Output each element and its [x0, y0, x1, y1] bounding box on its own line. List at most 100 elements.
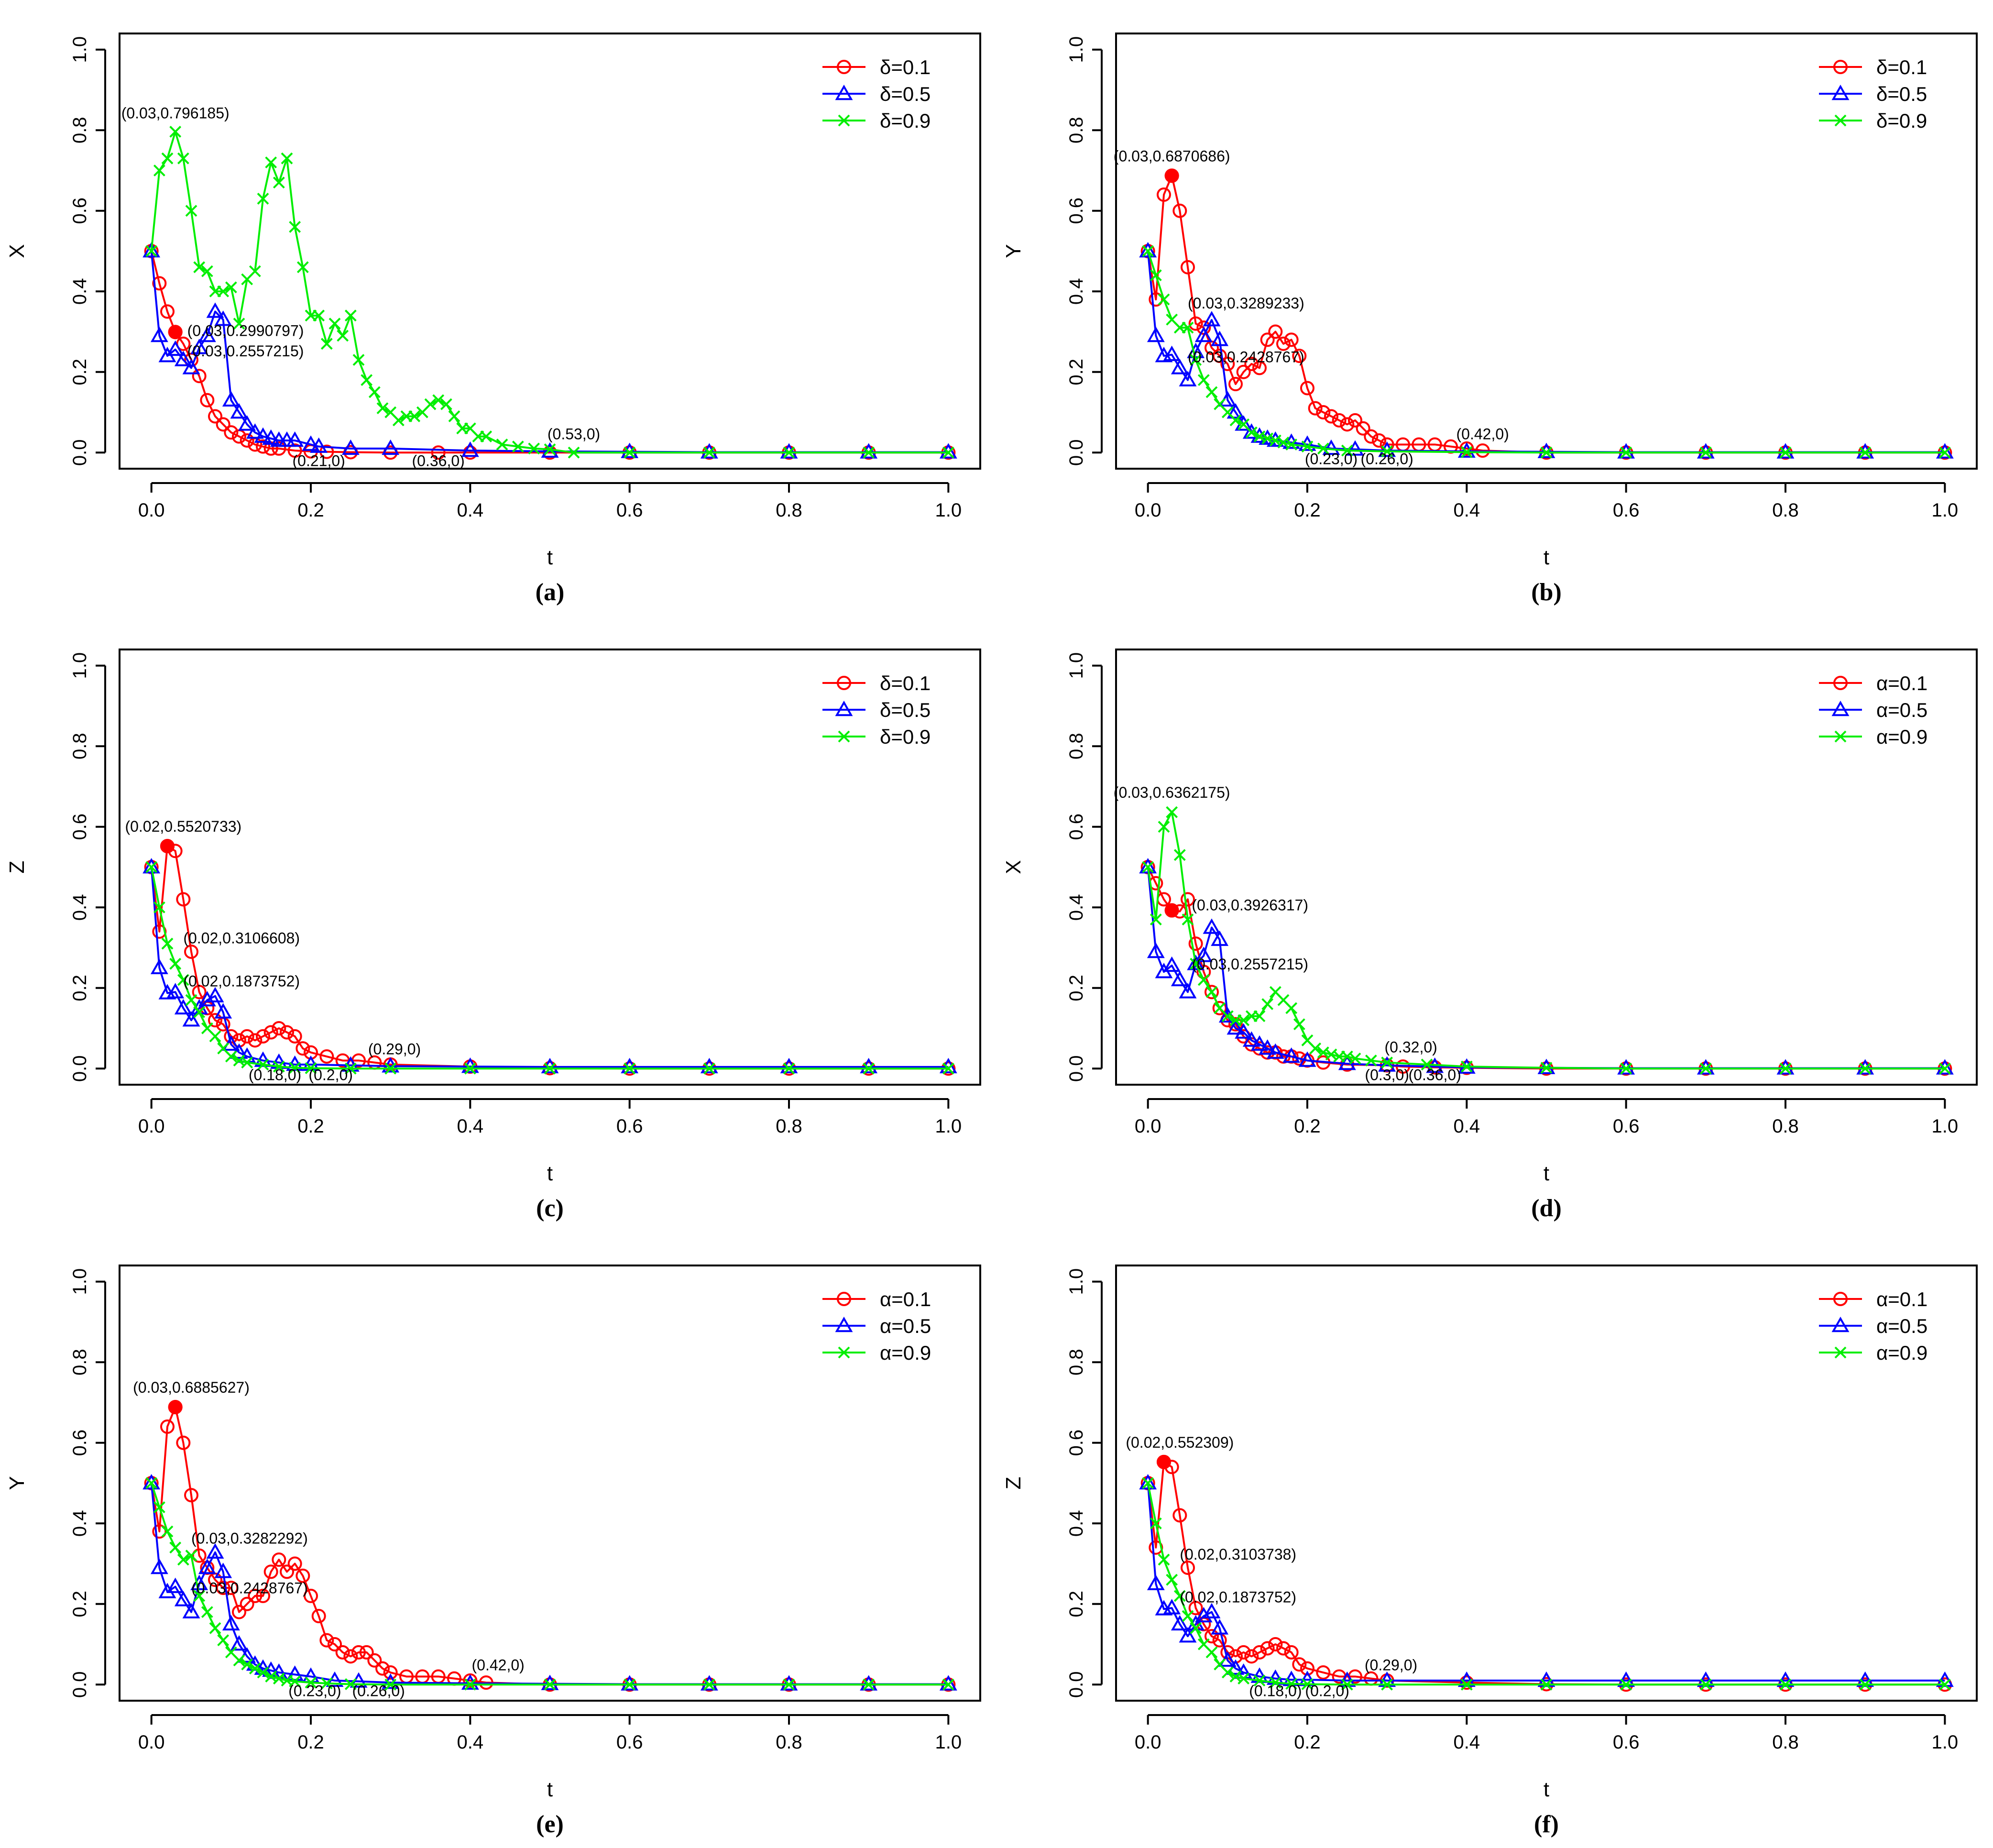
- data-point: [256, 1029, 270, 1044]
- data-point: [142, 1474, 161, 1490]
- panel-label-d: (d): [1531, 1195, 1562, 1222]
- chart-svg-f: 0.0 0.2 0.4 0.6 0.8 1.0 t 0.0 0.2 0.4 0.6 0.8 1.0 Z (0…: [1002, 1265, 1978, 1838]
- data-point: [286, 431, 304, 447]
- chart-panel-d: 0.0 0.2 0.4 0.6 0.8 1.0 t 0.0 0.2 0.4 0.6 0.8 1.0 X (0…: [996, 616, 1993, 1232]
- data-point: [1266, 1043, 1284, 1059]
- chart-panel-f: 0.0 0.2 0.4 0.6 0.8 1.0 t 0.0 0.2 0.4 0.6 0.8 1.0 Z (0…: [996, 1232, 1993, 1848]
- legend-label: α=0.9: [1876, 1342, 1927, 1364]
- series-line: [150, 131, 949, 454]
- data-point: [1211, 1619, 1229, 1635]
- legend: δ=0.1 δ=0.5 δ=0.9: [822, 672, 931, 748]
- data-point: [1261, 998, 1274, 1010]
- series-line: [1147, 175, 1945, 454]
- y-tick-label: 0.2: [1066, 975, 1087, 1001]
- chart-svg-c: 0.0 0.2 0.4 0.6 0.8 1.0 t 0.0 0.2 0.4 0.6 0.8 1.0 Z (0…: [5, 649, 981, 1222]
- y-tick-label: 0.4: [1066, 278, 1087, 305]
- data-point: [145, 861, 158, 873]
- data-point: [185, 1550, 197, 1562]
- data-point: [1221, 1010, 1234, 1023]
- point-annotation: (0.03,0.2557215): [187, 342, 304, 360]
- data-point: [153, 1501, 165, 1513]
- y-tick-label: 0.2: [1066, 1591, 1087, 1617]
- data-point: [272, 1021, 286, 1036]
- data-point: [1171, 1615, 1189, 1631]
- data-point: [1172, 203, 1187, 218]
- x-tick-label: 0.4: [457, 1732, 484, 1753]
- x-tick-label: 0.6: [616, 1732, 643, 1753]
- data-point: [230, 403, 248, 419]
- data-point: [1182, 913, 1194, 925]
- data-point: [780, 1675, 798, 1691]
- series-line: [1147, 811, 1945, 1070]
- chart-panel-a: 0.0 0.2 0.4 0.6 0.8 1.0 t 0.0 0.2 0.4 0.6 0.8 1.0 X (0…: [0, 0, 996, 616]
- point-annotation: (0.23,0): [1305, 450, 1358, 467]
- data-point: [177, 152, 189, 165]
- data-point: [153, 901, 165, 913]
- data-point: [238, 415, 256, 431]
- data-point: [1936, 443, 1954, 459]
- plot-frame: [119, 1265, 981, 1702]
- data-point: [160, 304, 175, 319]
- data-point: [1341, 444, 1353, 457]
- legend-label: α=0.1: [880, 1288, 931, 1310]
- data-point: [272, 441, 286, 456]
- data-point: [1316, 1665, 1331, 1680]
- x-tick-label: 1.0: [935, 1732, 962, 1753]
- y-tick-label: 1.0: [69, 652, 90, 679]
- data-point: [1150, 913, 1162, 925]
- data-point: [311, 1609, 326, 1624]
- data-point: [313, 309, 325, 322]
- y-tick-label: 0.8: [69, 733, 90, 759]
- data-point: [216, 417, 230, 432]
- data-point: [496, 439, 508, 451]
- data-point: [1348, 413, 1362, 428]
- data-point: [1211, 930, 1229, 946]
- data-point: [1779, 446, 1792, 459]
- data-point: [280, 1564, 294, 1579]
- data-point: [568, 446, 580, 459]
- legend: δ=0.1 δ=0.5 δ=0.9: [1819, 56, 1927, 132]
- chart-svg-a: 0.0 0.2 0.4 0.6 0.8 1.0 t 0.0 0.2 0.4 0.6 0.8 1.0 X (0…: [5, 33, 981, 606]
- data-point: [182, 359, 200, 374]
- data-point: [1381, 1056, 1393, 1069]
- legend-marker: [1833, 60, 1848, 74]
- point-annotation: (0.03,0.6885627): [133, 1379, 250, 1396]
- data-point: [273, 1060, 285, 1073]
- data-point: [1173, 1590, 1186, 1602]
- x-tick-label: 0.8: [1772, 500, 1799, 521]
- data-point: [1697, 443, 1715, 459]
- point-annotation: (0.03,0.2428767): [1188, 349, 1304, 366]
- data-point: [1181, 260, 1195, 275]
- data-point: [337, 330, 349, 342]
- data-point: [214, 1003, 232, 1019]
- data-point: [209, 1622, 221, 1634]
- data-point: [224, 425, 239, 440]
- data-point: [1182, 321, 1194, 334]
- x-tick-label: 0.4: [1454, 1732, 1480, 1753]
- data-point: [233, 318, 245, 330]
- data-point: [273, 176, 285, 189]
- data-point: [1163, 956, 1181, 972]
- data-point: [863, 1062, 875, 1075]
- y-tick-label: 1.0: [69, 1268, 90, 1295]
- data-point: [1322, 439, 1340, 455]
- data-point: [158, 1583, 176, 1598]
- y-tick-label: 0.0: [1066, 1055, 1087, 1082]
- data-point: [1179, 1627, 1197, 1643]
- data-point: [286, 1665, 304, 1681]
- data-point: [1697, 1059, 1715, 1075]
- data-point: [287, 1556, 302, 1571]
- y-axis-title: Z: [5, 861, 29, 874]
- data-point: [440, 398, 452, 410]
- data-point: [1181, 892, 1195, 907]
- data-point: [1301, 440, 1314, 453]
- legend-marker: [838, 114, 850, 127]
- data-point: [392, 414, 405, 427]
- legend-label: δ=0.1: [880, 672, 931, 694]
- data-point: [939, 443, 957, 459]
- data-point: [1228, 377, 1243, 392]
- data-point: [217, 1634, 230, 1647]
- data-point: [176, 1435, 191, 1450]
- data-point: [624, 1678, 636, 1691]
- data-point: [281, 152, 293, 165]
